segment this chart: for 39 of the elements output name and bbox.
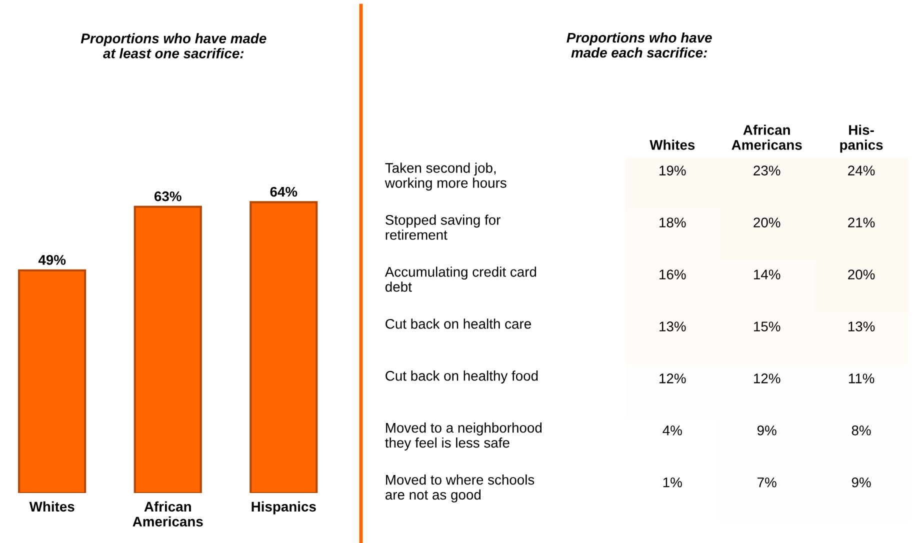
chart-title: Proportions who have made each sacrifice: [566, 32, 712, 58]
data-label: 4% [662, 426, 682, 436]
data-label: 15% [754, 322, 780, 332]
y-tick-label: Cut back on health care [386, 318, 531, 329]
data-label: 1% [663, 478, 682, 488]
y-tick-label: Moved to where schools are not as good [385, 474, 534, 502]
x-tick-label: His- panics [840, 124, 883, 153]
data-label: 7% [758, 478, 776, 488]
data-label: 9% [757, 425, 776, 436]
y-tick-label: Moved to a neighborhood they feel is less safe [385, 422, 542, 450]
data-label: 13% [848, 322, 875, 332]
y-tick-label: Stopped saving for retirement [386, 214, 500, 240]
data-label: 21% [848, 218, 875, 228]
data-label: 49% [38, 255, 66, 265]
data-label: 63% [154, 191, 182, 202]
data-label: 20% [754, 218, 780, 228]
data-label: 14% [754, 270, 780, 280]
x-tick-label: African Americans [132, 501, 203, 527]
x-tick-label: Whites [650, 140, 695, 150]
data-label: 19% [660, 166, 686, 176]
y-tick-label: Taken second job, working more hours [384, 162, 506, 191]
data-label: 20% [848, 270, 875, 280]
data-label: 18% [660, 218, 686, 228]
data-label: 16% [660, 270, 686, 280]
y-tick-label: Accumulating credit card debt [384, 266, 536, 292]
data-label: 24% [848, 166, 875, 176]
data-label: 8% [852, 425, 871, 436]
data-label: 12% [754, 374, 780, 384]
chart-title: Proportions who have made at least one sacrifice: [80, 33, 266, 58]
data-label: 64% [270, 186, 298, 197]
data-label: 9% [852, 477, 871, 488]
data-label: 13% [660, 322, 686, 332]
x-tick-label: Whites [29, 501, 74, 512]
data-label: 23% [754, 166, 780, 176]
y-tick-label: Cut back on healthy food [386, 370, 538, 384]
data-label: 12% [660, 374, 686, 384]
x-tick-label: African Americans [732, 124, 802, 150]
x-tick-label: Hispanics [252, 501, 316, 514]
data-label: 11% [848, 374, 874, 384]
